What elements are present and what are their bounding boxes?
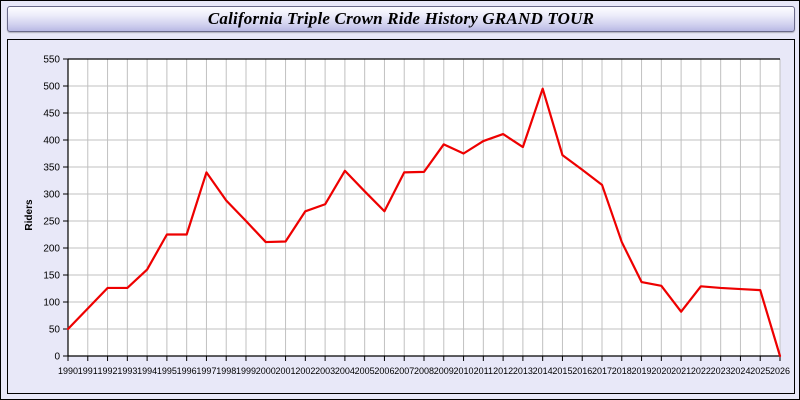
x-tick-label: 2004 [335, 366, 355, 376]
y-tick-label: 350 [43, 163, 60, 174]
x-tick-label: 2018 [612, 366, 632, 376]
x-tick-label: 1994 [137, 366, 157, 376]
x-tick-label: 2022 [691, 366, 711, 376]
window-title-bar: California Triple Crown Ride History GRA… [7, 6, 795, 32]
x-tick-label: 1998 [216, 366, 236, 376]
y-tick-label: 100 [43, 298, 60, 309]
page-title: California Triple Crown Ride History GRA… [207, 9, 595, 28]
x-tick-label: 2002 [295, 366, 315, 376]
y-tick-label: 400 [43, 136, 60, 147]
x-tick-label: 2016 [572, 366, 592, 376]
y-tick-label: 0 [54, 352, 60, 363]
x-tick-label: 2010 [454, 366, 474, 376]
y-tick-label: 500 [43, 82, 60, 93]
y-tick-label: 450 [43, 109, 60, 120]
x-tick-label: 2020 [651, 366, 671, 376]
data-series-riders [66, 87, 782, 358]
y-tick-label: 200 [43, 244, 60, 255]
x-tick-label: 2007 [394, 366, 414, 376]
y-tick-label: 550 [43, 55, 60, 66]
x-tick-label: 2012 [493, 366, 513, 376]
x-tick-label: 2019 [632, 366, 652, 376]
x-tick-label: 2026 [770, 366, 790, 376]
x-tick-label: 2014 [533, 366, 553, 376]
y-tick-label: 300 [43, 190, 60, 201]
x-tick-label: 2008 [414, 366, 434, 376]
x-tick-label: 1990 [58, 366, 78, 376]
x-tick-label: 2017 [592, 366, 612, 376]
x-tick-label: 2025 [750, 366, 770, 376]
x-tick-label: 2024 [730, 366, 750, 376]
plot-area: 0 50 100 150 200 250 300 350 400 450 500 550 1990 199… [8, 40, 796, 395]
y-tick-label: 150 [43, 271, 60, 282]
x-tick-label: 2005 [355, 366, 375, 376]
x-tick-label: 1993 [117, 366, 137, 376]
x-tick-label: 2011 [474, 366, 493, 376]
x-tick-label: 2009 [434, 366, 454, 376]
x-tick-label: 1992 [98, 366, 118, 376]
x-tick-label: 1999 [236, 366, 256, 376]
x-tick-label: 2003 [315, 366, 335, 376]
y-tick-label: 250 [43, 217, 60, 228]
x-tick-label: 1997 [196, 366, 216, 376]
x-tick-label: 1996 [177, 366, 197, 376]
x-tick-label: 2021 [671, 366, 691, 376]
x-tick-label: 2015 [552, 366, 572, 376]
x-tick-label: 1991 [78, 366, 98, 376]
x-tick-label: 2013 [513, 366, 533, 376]
x-tick-label: 2006 [374, 366, 394, 376]
plot-frame: Riders 0 50 100 150 200 250 300 350 400 450 500 550… [7, 39, 795, 394]
x-tick-label: 2023 [711, 366, 731, 376]
x-tick-label: 2000 [256, 366, 276, 376]
y-tick-label: 50 [49, 325, 61, 336]
x-tick-label: 1995 [157, 366, 177, 376]
x-tick-label: 2001 [276, 366, 296, 376]
